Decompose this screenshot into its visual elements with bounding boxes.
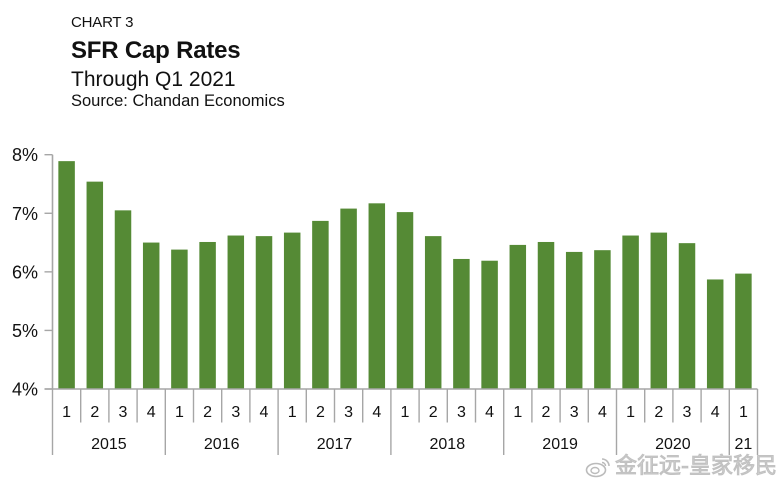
y-tick-label: 6% xyxy=(12,262,38,282)
year-label: 2016 xyxy=(204,436,240,453)
quarter-label: 1 xyxy=(626,404,635,421)
bar xyxy=(227,235,245,389)
bar xyxy=(678,243,696,389)
bar xyxy=(340,208,357,389)
chart-subtitle: Through Q1 2021 xyxy=(71,68,236,91)
quarter-label: 3 xyxy=(344,404,353,421)
quarter-label: 4 xyxy=(147,404,156,421)
y-tick-labels: 4% 5% 6% 7% 8% xyxy=(12,145,38,399)
chart-source: Source: Chandan Economics xyxy=(71,92,285,110)
watermark: 金征远-皇家移民 xyxy=(585,448,777,480)
bar xyxy=(424,236,442,389)
quarter-label: 3 xyxy=(119,404,128,421)
bar xyxy=(622,235,639,389)
quarter-label: 3 xyxy=(457,404,466,421)
chart-title: SFR Cap Rates xyxy=(71,37,241,64)
quarter-label: 3 xyxy=(683,404,692,421)
x-tick-labels: 1 2 3 4 1 2 3 4 1 2 3 4 1 2 3 4 1 2 3 4 1 2 3 4 1 2015 2016 2017 201… xyxy=(62,404,752,453)
quarter-label: 1 xyxy=(401,404,410,421)
bar xyxy=(735,273,752,389)
bar xyxy=(142,242,160,389)
watermark-text: 金征远-皇家移民 xyxy=(615,454,778,480)
quarter-label: 4 xyxy=(598,404,607,421)
y-tick-label: 7% xyxy=(12,204,38,224)
y-tick-label: 5% xyxy=(12,321,38,341)
bar xyxy=(650,232,668,389)
bar xyxy=(312,220,329,389)
bar xyxy=(114,210,132,389)
year-label: 2020 xyxy=(655,436,691,453)
quarter-label: 2 xyxy=(654,404,663,421)
bar xyxy=(509,244,527,389)
y-tick-label: 8% xyxy=(12,145,38,165)
bar xyxy=(368,203,386,389)
bar xyxy=(58,161,75,389)
weibo-logo-icon xyxy=(585,458,610,478)
year-label: 2018 xyxy=(430,436,466,453)
quarter-label: 2 xyxy=(542,404,551,421)
quarter-label: 1 xyxy=(513,404,522,421)
bar xyxy=(453,258,470,389)
bar xyxy=(283,232,301,389)
bar xyxy=(199,241,216,389)
bar xyxy=(594,250,611,389)
bar xyxy=(537,241,555,389)
quarter-label: 4 xyxy=(711,404,720,421)
year-label: 2015 xyxy=(91,436,127,453)
quarter-label: 1 xyxy=(175,404,184,421)
quarter-label: 2 xyxy=(316,404,325,421)
quarter-label: 4 xyxy=(485,404,494,421)
bars-group xyxy=(58,161,752,389)
quarter-label: 2 xyxy=(429,404,438,421)
bar xyxy=(171,249,188,389)
quarter-label: 4 xyxy=(372,404,381,421)
quarter-label: 3 xyxy=(570,404,579,421)
bar xyxy=(706,279,724,389)
quarter-label: 4 xyxy=(260,404,269,421)
quarter-label: 2 xyxy=(90,404,99,421)
year-label: 2019 xyxy=(542,436,578,453)
year-label: 21 xyxy=(735,436,753,453)
chart-label: CHART 3 xyxy=(71,14,134,31)
bar xyxy=(86,181,104,389)
bar xyxy=(255,236,273,389)
quarter-label: 1 xyxy=(62,404,71,421)
quarter-label: 3 xyxy=(231,404,240,421)
bar xyxy=(565,251,583,389)
quarter-label: 2 xyxy=(203,404,212,421)
quarter-label: 1 xyxy=(288,404,297,421)
year-label: 2017 xyxy=(317,436,353,453)
y-tick-label: 4% xyxy=(12,380,38,400)
bar xyxy=(396,212,414,389)
axes-group xyxy=(44,153,759,455)
quarter-label: 1 xyxy=(739,404,748,421)
bar xyxy=(481,260,498,389)
